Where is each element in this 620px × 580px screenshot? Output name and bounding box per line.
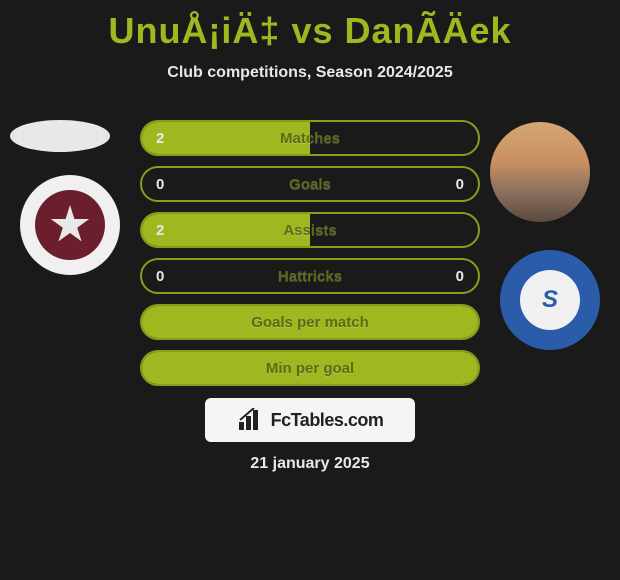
player-right-avatar (490, 122, 590, 222)
stats-list: 2 Matches 0 Goals 0 2 Assists 0 Hattrick… (140, 120, 480, 396)
stat-row-hattricks: 0 Hattricks 0 (140, 258, 480, 294)
stat-label: Min per goal (266, 360, 354, 377)
stat-right-value: 0 (456, 268, 464, 285)
brand-badge: FcTables.com (205, 398, 415, 442)
stat-label: Matches (280, 130, 340, 147)
stat-label: Hattricks (278, 268, 342, 285)
stat-label: Goals per match (251, 314, 369, 331)
player-left-avatar (10, 120, 110, 152)
page-title: UnuÅ¡iÄ‡ vs DanÃÄek (0, 0, 620, 52)
bars-icon (237, 408, 265, 432)
stat-left-value: 2 (156, 130, 164, 147)
sarajevo-crest-icon (35, 190, 105, 260)
stat-row-matches: 2 Matches (140, 120, 480, 156)
stat-row-assists: 2 Assists (140, 212, 480, 248)
club-right-badge: S (500, 250, 600, 350)
club-left-badge (20, 175, 120, 275)
stat-left-value: 2 (156, 222, 164, 239)
season-label: Club competitions, Season 2024/2025 (0, 64, 620, 82)
brand-text: FcTables.com (271, 410, 384, 431)
stat-right-value: 0 (456, 176, 464, 193)
stat-row-min-per-goal: Min per goal (140, 350, 480, 386)
slovacko-crest-icon: S (520, 270, 580, 330)
stat-row-goals: 0 Goals 0 (140, 166, 480, 202)
stat-label: Assists (283, 222, 336, 239)
comparison-card: UnuÅ¡iÄ‡ vs DanÃÄek Club competitions, S… (0, 0, 620, 580)
footer-date: 21 january 2025 (250, 455, 369, 473)
stat-row-goals-per-match: Goals per match (140, 304, 480, 340)
stat-label: Goals (289, 176, 331, 193)
stat-left-value: 0 (156, 268, 164, 285)
stat-left-value: 0 (156, 176, 164, 193)
